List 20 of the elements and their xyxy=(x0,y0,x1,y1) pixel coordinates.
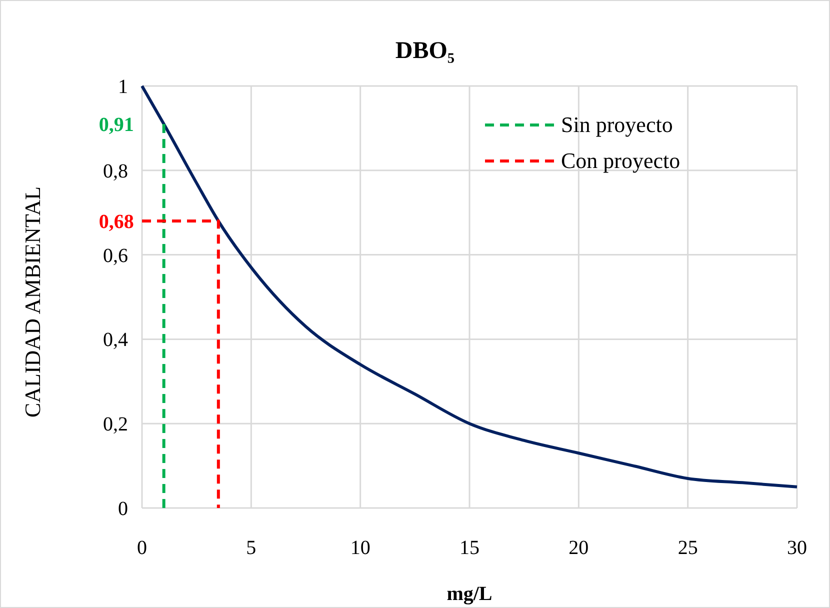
y-tick-label: 0,6 xyxy=(103,244,128,267)
annotation: 0,91 xyxy=(98,114,134,136)
chart-title: DBO₅ xyxy=(395,38,455,64)
y-tick-label: 1 xyxy=(118,76,128,98)
x-tick-label: 25 xyxy=(678,537,698,559)
legend-label: Sin proyecto xyxy=(561,112,673,137)
y-tick-label: 0,2 xyxy=(103,414,128,436)
y-tick-label: 0 xyxy=(118,498,128,520)
x-tick-label: 0 xyxy=(137,537,147,559)
x-tick-label: 15 xyxy=(460,537,480,559)
x-tick-label: 30 xyxy=(787,537,807,559)
x-axis-title: mg/L xyxy=(446,583,492,605)
y-axis-title: CALIDAD AMBIENTAL xyxy=(20,186,45,418)
annotation: 0,68 xyxy=(98,211,134,234)
x-tick-label: 5 xyxy=(246,537,256,559)
x-tick-label: 20 xyxy=(568,537,589,559)
y-tick-label: 0,8 xyxy=(103,160,128,182)
y-tick-label: 0,4 xyxy=(103,329,128,352)
legend-label: Con proyecto xyxy=(561,148,680,173)
x-tick-label: 10 xyxy=(350,537,370,559)
